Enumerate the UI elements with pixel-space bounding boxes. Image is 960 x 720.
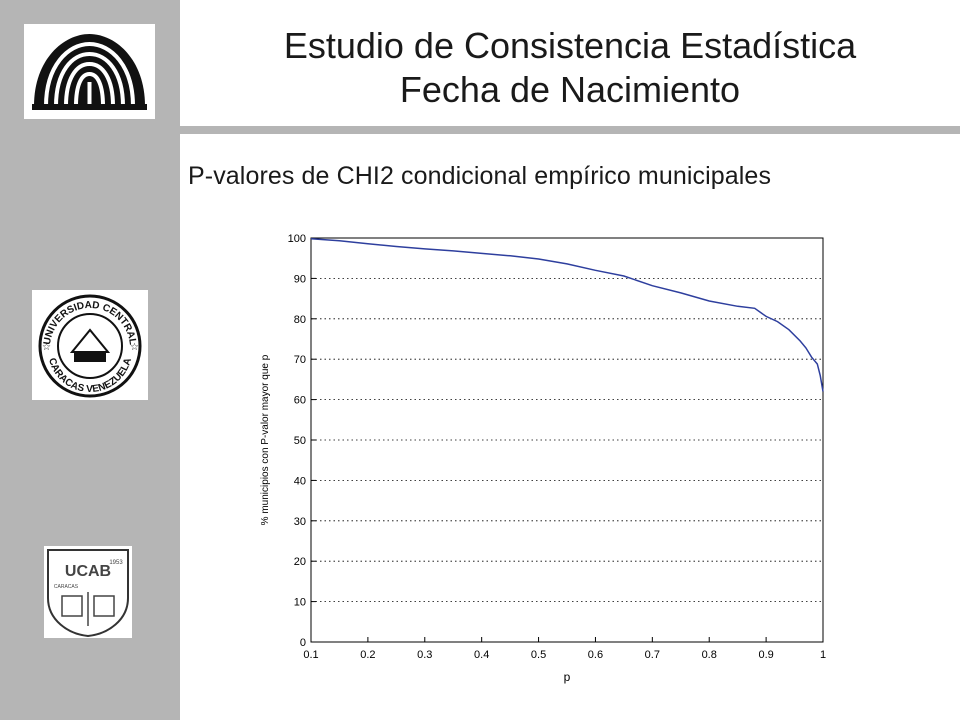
- y-tick-label-4: 40: [294, 475, 306, 487]
- ucab-letters: UCAB: [65, 563, 111, 580]
- ucab-year: 1953: [109, 560, 123, 566]
- slide-subtitle: P-valores de CHI2 condicional empírico m…: [188, 162, 772, 190]
- svg-text:☆: ☆: [130, 342, 139, 353]
- y-axis-label: % municipios con P-valor mayor que p: [260, 354, 271, 525]
- x-tick-label-2: 0.3: [417, 649, 432, 661]
- x-tick-label-6: 0.7: [645, 649, 660, 661]
- x-tick-label-3: 0.4: [474, 649, 489, 661]
- y-tick-labels: 0 10 20 30 40 50 60 70 80 90 100: [288, 233, 316, 649]
- x-tick-label-5: 0.6: [588, 649, 603, 661]
- x-tick-label-7: 0.8: [702, 649, 717, 661]
- x-tick-labels: 0.1 0.2 0.3 0.4 0.5 0.6 0.7 0.8 0.9 1: [303, 637, 826, 661]
- x-tick-label-4: 0.5: [531, 649, 546, 661]
- y-tick-label-2: 20: [294, 556, 306, 568]
- y-tick-label-9: 90: [294, 273, 306, 285]
- ucv-seal-logo: UNIVERSIDAD CENTRAL CARACAS VENEZUELA ☆ …: [32, 290, 148, 400]
- chart-grid: [311, 277, 823, 602]
- x-axis-label: p: [564, 670, 571, 684]
- y-tick-label-3: 30: [294, 516, 306, 528]
- x-tick-label-0: 0.1: [303, 649, 318, 661]
- y-tick-label-10: 100: [288, 233, 306, 245]
- sidebar: UNIVERSIDAD CENTRAL CARACAS VENEZUELA ☆ …: [0, 0, 180, 720]
- x-tick-label-9: 1: [820, 649, 826, 661]
- y-tick-label-7: 70: [294, 354, 306, 366]
- series-line: [310, 238, 824, 392]
- y-tick-label-5: 50: [294, 435, 306, 447]
- x-tick-label-8: 0.9: [758, 649, 773, 661]
- ucab-shield-logo: UCAB 1953 CARACAS: [44, 546, 132, 638]
- title-line-2: Fecha de Nacimiento: [399, 69, 741, 110]
- svg-text:☆: ☆: [42, 342, 51, 353]
- title-line-1: Estudio de Consistencia Estadística: [283, 25, 857, 66]
- ucv-dome-logo: [24, 24, 155, 119]
- y-tick-label-6: 60: [294, 395, 306, 407]
- page-title: Estudio de Consistencia Estadística Fech…: [180, 24, 960, 112]
- y-tick-label-1: 10: [294, 597, 306, 609]
- ucab-city: CARACAS: [54, 584, 79, 590]
- y-tick-label-0: 0: [300, 637, 306, 649]
- title-divider: [180, 126, 960, 134]
- y-tick-label-8: 80: [294, 314, 306, 326]
- x-tick-label-1: 0.2: [360, 649, 375, 661]
